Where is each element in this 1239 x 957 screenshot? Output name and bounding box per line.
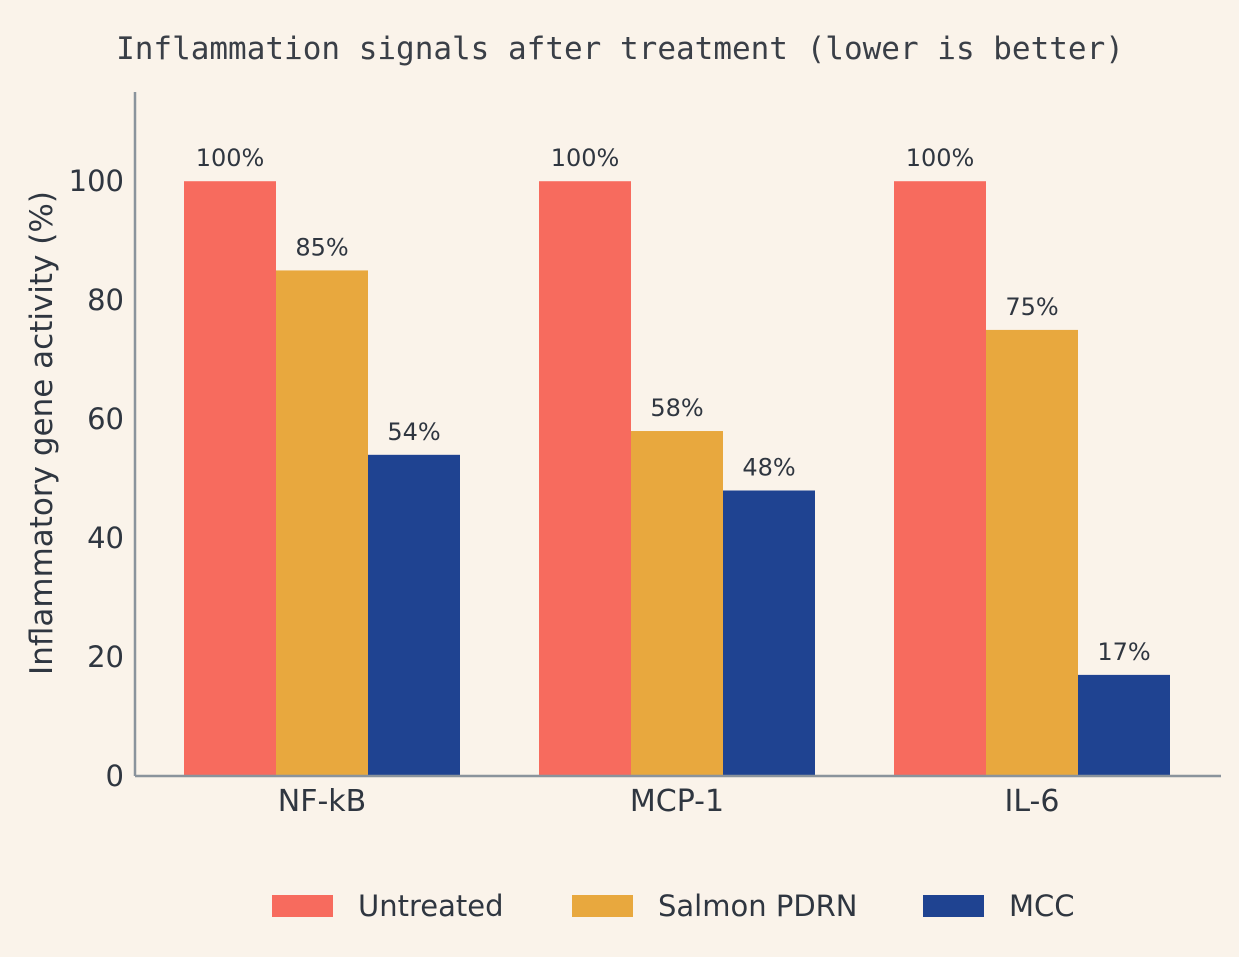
bar-nf-kb-mcc bbox=[368, 454, 460, 776]
legend-label: MCC bbox=[1009, 889, 1075, 923]
data-label: 100% bbox=[906, 144, 975, 172]
y-axis-ticks: 0 20 40 60 80 100 bbox=[69, 164, 124, 793]
data-label: 85% bbox=[295, 233, 348, 261]
legend-swatch bbox=[572, 895, 633, 917]
bar-mcp-1-untreated bbox=[539, 181, 631, 776]
bar-il-6-mcc bbox=[1078, 674, 1170, 776]
y-axis-label: Inflammatory gene activity (%) bbox=[24, 191, 60, 675]
chart-title: Inflammation signals after treatment (lo… bbox=[116, 31, 1124, 67]
x-tick-label: IL-6 bbox=[1005, 784, 1060, 819]
x-tick-label: NF-kB bbox=[278, 784, 366, 819]
bar-nf-kb-untreated bbox=[184, 181, 276, 776]
legend-swatch bbox=[272, 895, 333, 917]
y-tick-label: 100 bbox=[69, 164, 124, 198]
legend-swatch bbox=[923, 895, 984, 917]
y-tick-label: 20 bbox=[87, 640, 124, 674]
data-label: 54% bbox=[387, 418, 440, 446]
y-tick-label: 40 bbox=[87, 521, 124, 555]
bar-nf-kb-salmon-pdrn bbox=[276, 270, 368, 776]
legend-item-salmon-pdrn: Salmon PDRN bbox=[572, 889, 858, 923]
data-label: 48% bbox=[742, 454, 795, 482]
x-axis-categories: NF-kB MCP-1 IL-6 bbox=[278, 784, 1060, 819]
legend-item-untreated: Untreated bbox=[272, 889, 504, 923]
bars bbox=[184, 181, 1170, 776]
data-label: 100% bbox=[551, 144, 620, 172]
legend-item-mcc: MCC bbox=[923, 889, 1075, 923]
y-tick-label: 80 bbox=[87, 283, 124, 317]
data-label: 58% bbox=[650, 394, 703, 422]
data-label: 75% bbox=[1005, 293, 1058, 321]
y-tick-label: 60 bbox=[87, 402, 124, 436]
y-tick-label: 0 bbox=[106, 759, 124, 793]
data-labels: 100% 100% 100% 85% 58% 75% 54% 48% 17% bbox=[196, 144, 1151, 666]
bar-il-6-untreated bbox=[894, 181, 986, 776]
bar-mcp-1-salmon-pdrn bbox=[631, 431, 723, 776]
data-label: 17% bbox=[1097, 638, 1150, 666]
legend-label: Untreated bbox=[358, 889, 504, 923]
x-tick-label: MCP-1 bbox=[630, 784, 724, 819]
bar-il-6-salmon-pdrn bbox=[986, 329, 1078, 776]
legend: Untreated Salmon PDRN MCC bbox=[272, 889, 1075, 923]
data-label: 100% bbox=[196, 144, 265, 172]
legend-label: Salmon PDRN bbox=[658, 889, 858, 923]
bar-mcp-1-mcc bbox=[723, 490, 815, 776]
